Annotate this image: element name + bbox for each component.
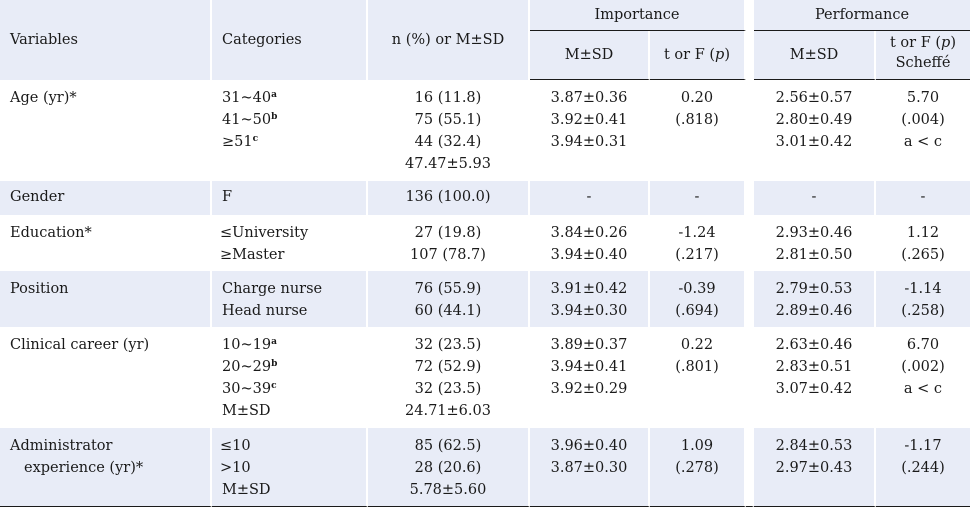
- categories-cell: F: [212, 181, 368, 215]
- gap-cell: [746, 80, 754, 181]
- n-cell: 76 (55.9) 60 (44.1): [368, 271, 530, 327]
- performance-msd-cell: 2.93±0.46 2.81±0.50: [754, 215, 876, 271]
- table-row: Administrator experience (yr)* ≤10 >10 M…: [0, 428, 970, 507]
- variable-cell: Position: [0, 271, 212, 327]
- variable-cell: Administrator experience (yr)*: [0, 428, 212, 507]
- table-row: Position Charge nurse Head nurse 76 (55.…: [0, 271, 970, 327]
- importance-t-cell: -: [650, 181, 746, 215]
- categories-cell: ≤10 >10 M±SD: [212, 428, 368, 507]
- n-cell: 85 (62.5) 28 (20.6) 5.78±5.60: [368, 428, 530, 507]
- header-importance-msd: M±SD: [530, 31, 650, 80]
- performance-msd-cell: -: [754, 181, 876, 215]
- table-row: Clinical career (yr) 10~19a 20~29b 30~39…: [0, 327, 970, 428]
- gap-cell: [746, 327, 754, 428]
- variable-cell: Gender: [0, 181, 212, 215]
- gap-cell: [746, 181, 754, 215]
- header-importance-t: t or F (p): [650, 31, 746, 80]
- importance-t-cell: -0.39 (.694): [650, 271, 746, 327]
- importance-msd-cell: 3.91±0.42 3.94±0.30: [530, 271, 650, 327]
- header-performance-msd: M±SD: [754, 31, 876, 80]
- table-row: Gender F 136 (100.0) - - - -: [0, 181, 970, 215]
- performance-t-cell: 1.12 (.265): [901, 225, 945, 263]
- performance-t-cell: -1.17 (.244): [876, 428, 970, 507]
- importance-msd-cell: 3.89±0.37 3.94±0.41 3.92±0.29: [530, 327, 650, 428]
- importance-t-cell: 0.22 (.801): [650, 327, 746, 428]
- header-importance: Importance: [530, 0, 746, 31]
- importance-t-cell: 0.20 (.818): [650, 80, 746, 181]
- performance-msd-cell: 2.84±0.53 2.97±0.43: [754, 428, 876, 507]
- importance-msd-cell: 3.96±0.40 3.87±0.30: [530, 428, 650, 507]
- performance-t-cell: 5.70 (.004) a < c: [901, 90, 945, 150]
- variable-cell: Age (yr)*: [0, 80, 212, 181]
- header-performance-t: t or F (p) Scheffé: [876, 31, 970, 80]
- n-cell: 136 (100.0): [368, 181, 530, 215]
- categories-cell: ≤University ≥Master: [212, 215, 368, 271]
- performance-msd-cell: 2.63±0.46 2.83±0.51 3.07±0.42: [754, 327, 876, 428]
- performance-t-cell: -1.14 (.258): [876, 271, 970, 327]
- performance-t-cell: -: [876, 181, 970, 215]
- header-gap: [746, 0, 754, 80]
- importance-msd-cell: 3.84±0.26 3.94±0.40: [530, 215, 650, 271]
- n-cell: 16 (11.8) 75 (55.1) 44 (32.4) 47.47±5.93: [368, 80, 530, 181]
- importance-t-cell: 1.09 (.278): [650, 428, 746, 507]
- n-cell: 27 (19.8) 107 (78.7): [368, 215, 530, 271]
- importance-msd-cell: -: [530, 181, 650, 215]
- n-cell: 32 (23.5) 72 (52.9) 32 (23.5) 24.71±6.03: [368, 327, 530, 428]
- importance-t-cell: -1.24 (.217): [650, 215, 746, 271]
- performance-msd-cell: 2.56±0.57 2.80±0.49 3.01±0.42: [754, 80, 876, 181]
- categories-cell: Charge nurse Head nurse: [212, 271, 368, 327]
- header-n: n (%) or M±SD: [368, 0, 530, 80]
- categories-cell: 10~19a 20~29b 30~39c M±SD: [212, 327, 368, 428]
- table-row: Education* ≤University ≥Master 27 (19.8)…: [0, 215, 970, 271]
- gap-cell: [746, 215, 754, 271]
- header-performance: Performance: [754, 0, 970, 31]
- gap-cell: [746, 271, 754, 327]
- table-row: Age (yr)* 31~40a 41~50b ≥51c 16 (11.8) 7…: [0, 80, 970, 181]
- variable-cell: Clinical career (yr): [0, 327, 212, 428]
- importance-msd-cell: 3.87±0.36 3.92±0.41 3.94±0.31: [530, 80, 650, 181]
- variable-cell: Education*: [0, 215, 212, 271]
- gap-cell: [746, 428, 754, 507]
- performance-msd-cell: 2.79±0.53 2.89±0.46: [754, 271, 876, 327]
- header-categories: Categories: [212, 0, 368, 80]
- performance-t-cell: 6.70 (.002) a < c: [901, 337, 945, 397]
- categories-cell: 31~40a 41~50b ≥51c: [212, 80, 368, 181]
- header-variables: Variables: [0, 0, 212, 80]
